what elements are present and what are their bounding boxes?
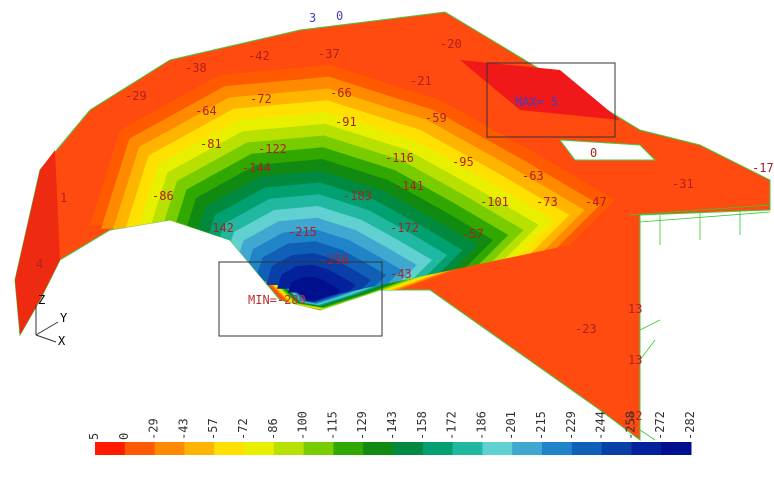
contour-label: -172	[390, 221, 419, 235]
contour-label: -47	[585, 195, 607, 209]
contour-label: 13	[628, 302, 642, 316]
legend-label: -29	[147, 418, 161, 440]
contour-label: -101	[480, 195, 509, 209]
contour-label: -95	[452, 155, 474, 169]
legend-swatch	[423, 442, 453, 455]
legend-label: -186	[474, 411, 488, 440]
legend-swatch	[95, 442, 125, 455]
max-label: MAX= 5	[515, 95, 558, 109]
legend-label: -100	[296, 411, 310, 440]
legend-swatch	[453, 442, 483, 455]
legend-label: -129	[355, 411, 369, 440]
contour-label: -256	[320, 253, 349, 267]
contour-label: -116	[385, 151, 414, 165]
legend-label: -43	[176, 418, 190, 440]
contour-label: -63	[522, 169, 544, 183]
legend-swatch	[393, 442, 423, 455]
legend-label: -229	[564, 411, 578, 440]
contour-label: -42	[248, 49, 270, 63]
contour-label: -59	[425, 111, 447, 125]
contour-label: -144	[242, 161, 271, 175]
legend-swatch	[184, 442, 214, 455]
contour-label: -43	[390, 267, 412, 281]
legend-swatch	[542, 442, 572, 455]
legend-label: -86	[266, 418, 280, 440]
legend-label: -172	[445, 411, 459, 440]
contour-label: -21	[410, 74, 432, 88]
legend-swatch	[572, 442, 602, 455]
contour-label: -17	[752, 161, 774, 175]
legend-swatch	[274, 442, 304, 455]
legend-swatch	[363, 442, 393, 455]
legend-swatch	[631, 442, 661, 455]
contour-label: -91	[335, 115, 357, 129]
contour-label: -23	[575, 322, 597, 336]
legend-label: 5	[87, 433, 101, 440]
contour-label: -73	[536, 195, 558, 209]
color-legend: 5 0 -29 -43 -57 -72 -86 -100 -115 -129 -143 -158 -17…	[87, 411, 697, 455]
legend-swatch	[661, 442, 691, 455]
top-label: 0	[336, 9, 343, 23]
contour-label: 13	[628, 353, 642, 367]
contour-label: 0	[590, 146, 597, 160]
contour-label: -38	[185, 61, 207, 75]
contour-label: -142	[205, 221, 234, 235]
legend-swatch	[244, 442, 274, 455]
contour-label: -141	[395, 179, 424, 193]
legend-label: -215	[534, 411, 548, 440]
legend-swatch	[214, 442, 244, 455]
top-label: 3	[309, 11, 316, 25]
contour-label: -29	[125, 89, 147, 103]
legend-swatch	[333, 442, 363, 455]
legend-label: 0	[117, 433, 131, 440]
contour-label: 1	[60, 191, 67, 205]
contour-label: 4	[36, 257, 43, 271]
legend-label: -258	[623, 411, 637, 440]
legend-label: -282	[683, 411, 697, 440]
legend-label: -115	[325, 411, 339, 440]
legend-label: -72	[236, 418, 250, 440]
supports	[630, 205, 770, 440]
legend-label: -57	[206, 418, 220, 440]
contour-label: -57	[462, 227, 484, 241]
contour-plot: MAX= 5 MIN=-289 3 0 Z Y X -29 -38 -42 -37 -2…	[0, 0, 774, 481]
legend-label: -272	[653, 411, 667, 440]
contour-label: -72	[250, 92, 272, 106]
contour-label: -37	[318, 47, 340, 61]
axis-triad: Z Y X	[36, 293, 68, 348]
contour-label: -66	[330, 86, 352, 100]
legend-swatch	[602, 442, 632, 455]
contour-label: -81	[200, 137, 222, 151]
contour-label: -20	[440, 37, 462, 51]
legend-swatch	[512, 442, 542, 455]
contour-label: -215	[288, 225, 317, 239]
axis-label: X	[58, 334, 66, 348]
legend-swatch	[125, 442, 155, 455]
contour-label: -64	[195, 104, 217, 118]
legend-label: -201	[504, 411, 518, 440]
axis-label: Z	[38, 293, 45, 307]
legend-swatch	[155, 442, 185, 455]
legend-label: -158	[415, 411, 429, 440]
legend-swatch	[304, 442, 334, 455]
contour-label: -31	[672, 177, 694, 191]
min-label: MIN=-289	[248, 293, 306, 307]
legend-label: -143	[385, 411, 399, 440]
contour-label: -122	[258, 142, 287, 156]
axis-label: Y	[60, 311, 68, 325]
legend-label: -244	[594, 411, 608, 440]
legend-swatch	[482, 442, 512, 455]
edge-zone	[15, 150, 60, 335]
contour-label: -86	[152, 189, 174, 203]
contour-label: -183	[343, 189, 372, 203]
